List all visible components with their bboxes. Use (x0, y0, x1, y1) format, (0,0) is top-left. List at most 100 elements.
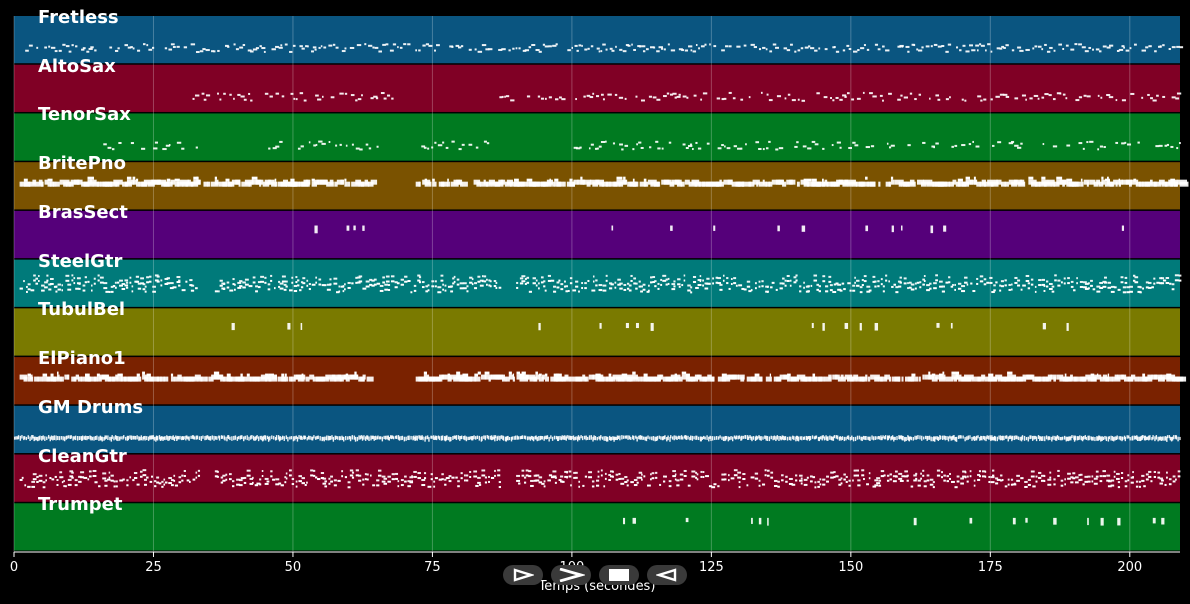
note (886, 142, 889, 145)
note (306, 284, 309, 287)
note (913, 181, 916, 187)
note (301, 477, 305, 480)
note (715, 436, 718, 440)
note (864, 436, 866, 440)
note (257, 286, 261, 289)
note (179, 435, 181, 440)
note (702, 476, 705, 479)
note (745, 435, 747, 439)
note (155, 435, 158, 441)
note (589, 96, 594, 99)
note (298, 435, 300, 440)
note (677, 278, 681, 281)
note (103, 287, 108, 290)
note (838, 436, 841, 441)
note (202, 435, 204, 439)
note (956, 475, 960, 478)
note (608, 435, 611, 441)
note (1120, 276, 1124, 279)
note (1113, 470, 1116, 473)
note (259, 45, 262, 48)
note (314, 476, 318, 479)
x-tick-label: 200 (1117, 560, 1143, 575)
note (170, 179, 175, 185)
note (493, 435, 495, 440)
note (907, 435, 909, 441)
note (644, 436, 646, 441)
note (321, 376, 325, 382)
note (803, 478, 808, 481)
note (835, 50, 840, 53)
note (545, 435, 548, 440)
note (552, 181, 555, 187)
note (703, 435, 705, 440)
note (50, 277, 54, 280)
play-button[interactable] (503, 565, 543, 585)
note (305, 376, 310, 382)
rewind-button[interactable] (647, 565, 687, 585)
note (355, 99, 358, 102)
note (455, 435, 458, 441)
note (530, 435, 532, 440)
note (1170, 178, 1175, 182)
note (602, 98, 605, 101)
note (383, 435, 385, 440)
note (980, 435, 982, 441)
note (872, 485, 877, 488)
note (295, 98, 298, 101)
note (609, 475, 614, 478)
note (110, 474, 114, 477)
note (1042, 143, 1045, 146)
note (346, 225, 350, 231)
note (240, 95, 245, 98)
forward-button[interactable] (551, 565, 591, 585)
note (1079, 473, 1083, 476)
note (993, 435, 996, 441)
note (836, 435, 839, 440)
note (143, 478, 147, 481)
note (685, 435, 688, 440)
note (932, 437, 934, 442)
note (56, 484, 59, 487)
note (62, 436, 64, 441)
track-label: BritePno (38, 153, 126, 175)
note (879, 94, 883, 97)
note (162, 436, 164, 441)
note (530, 484, 534, 487)
note (740, 376, 745, 382)
note (816, 288, 820, 291)
note (412, 436, 414, 441)
note (908, 286, 912, 289)
note (547, 279, 551, 282)
note (1179, 436, 1181, 441)
note (474, 282, 478, 285)
note (1045, 285, 1049, 288)
note (983, 436, 986, 441)
note (555, 376, 566, 382)
note (623, 179, 628, 185)
note (713, 225, 716, 231)
note (447, 436, 450, 441)
stop-button[interactable] (599, 565, 639, 585)
note (535, 279, 538, 282)
note (690, 49, 693, 52)
note (1070, 481, 1074, 484)
note (797, 436, 800, 442)
note (1013, 435, 1016, 441)
note (248, 436, 250, 441)
note (897, 376, 901, 382)
note (488, 376, 491, 382)
note (847, 181, 853, 187)
note (154, 480, 157, 483)
note (233, 97, 235, 100)
note (333, 484, 337, 487)
note (795, 279, 798, 282)
note (538, 50, 542, 53)
note (667, 179, 672, 185)
note (190, 43, 196, 46)
note (697, 436, 700, 441)
note (813, 274, 818, 277)
note (168, 435, 171, 441)
track-lane-5 (14, 259, 1180, 307)
note (31, 435, 33, 440)
